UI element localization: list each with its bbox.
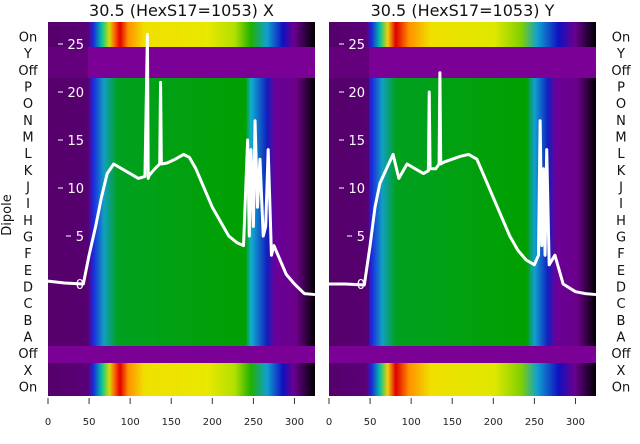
- row-label: B: [617, 314, 626, 329]
- heatmap-band-on-bottom: [329, 363, 596, 396]
- heatmap-band-y-off: [48, 47, 315, 78]
- row-label: B: [24, 314, 33, 329]
- overlay-y-tick-label: 20: [67, 86, 84, 101]
- x-tick-label: 200: [484, 417, 503, 428]
- row-label: E: [24, 264, 32, 279]
- row-label: N: [616, 114, 626, 129]
- x-tick-label: 0: [326, 417, 332, 428]
- heatmap-band-off-x: [329, 346, 596, 363]
- row-label: J: [25, 181, 30, 196]
- row-label: K: [617, 164, 626, 179]
- overlay-line: [47, 32, 316, 297]
- overlay-y-tick-label: 5: [357, 230, 365, 245]
- heatmap-dark-left: [329, 47, 370, 346]
- heatmap-panel-right: 30.5 (HexS17=1053) YOnYOffPONMLKJIHGFEDC…: [326, 1, 632, 428]
- heatmap-band-on-top: [329, 22, 596, 47]
- chart-title: 30.5 (HexS17=1053) X: [89, 1, 274, 20]
- row-label: Off: [611, 64, 631, 79]
- row-label: C: [616, 297, 625, 312]
- x-tick-label: 150: [443, 417, 462, 428]
- heatmap-band-on-top: [48, 22, 315, 47]
- row-label: O: [616, 97, 626, 112]
- row-label: I: [619, 197, 623, 212]
- x-tick-label: 100: [121, 417, 140, 428]
- row-label: Y: [616, 47, 625, 62]
- row-label: P: [24, 81, 32, 96]
- x-tick-label: 0: [45, 417, 51, 428]
- x-tick-label: 300: [566, 417, 585, 428]
- overlay-y-tick-label: 15: [348, 134, 365, 149]
- x-tick-label: 200: [203, 417, 222, 428]
- overlay-y-tick-label: 5: [76, 230, 84, 245]
- overlay-y-tick-label: 20: [348, 86, 365, 101]
- overlay-line: [329, 71, 597, 297]
- heatmap-band-y-off: [329, 47, 596, 78]
- row-label: I: [26, 197, 30, 212]
- row-label: P: [617, 81, 625, 96]
- x-tick-label: 50: [364, 417, 377, 428]
- x-tick-label: 150: [162, 417, 181, 428]
- row-label: M: [615, 131, 626, 146]
- row-label: A: [617, 331, 626, 346]
- row-label: X: [24, 364, 33, 379]
- row-label: M: [22, 131, 33, 146]
- heatmap-band-on-bottom: [48, 363, 315, 396]
- overlay-y-tick-label: 15: [67, 134, 84, 149]
- chart-title: 30.5 (HexS17=1053) Y: [371, 1, 555, 20]
- row-label: L: [617, 147, 625, 162]
- overlay-y-tick-label: 0: [76, 278, 84, 293]
- row-label: Off: [611, 347, 631, 362]
- row-label: K: [24, 164, 33, 179]
- row-label: Off: [18, 64, 38, 79]
- row-label: H: [23, 214, 33, 229]
- x-tick-label: 300: [285, 417, 304, 428]
- x-tick-label: 250: [525, 417, 544, 428]
- row-label: L: [24, 147, 32, 162]
- x-tick-label: 100: [402, 417, 421, 428]
- overlay-y-tick-label: 10: [67, 182, 84, 197]
- row-label: E: [617, 264, 625, 279]
- heatmap-dark-left: [48, 47, 89, 346]
- row-label: F: [617, 247, 624, 262]
- row-label: X: [617, 364, 626, 379]
- row-label: G: [616, 231, 626, 246]
- x-tick-label: 250: [244, 417, 263, 428]
- row-label: D: [23, 281, 33, 296]
- overlay-y-tick-label: 25: [348, 38, 365, 53]
- row-label: O: [23, 97, 33, 112]
- row-label: C: [23, 297, 32, 312]
- row-label: Y: [23, 47, 32, 62]
- row-label: J: [618, 181, 623, 196]
- row-label: F: [24, 247, 31, 262]
- row-label: G: [23, 231, 33, 246]
- row-label: Off: [18, 347, 38, 362]
- row-label: H: [616, 214, 626, 229]
- overlay-y-tick-label: 25: [67, 38, 84, 53]
- row-label: On: [19, 31, 37, 46]
- row-label: On: [612, 31, 630, 46]
- row-label: D: [616, 281, 626, 296]
- y-axis-label: Dipole: [0, 194, 15, 235]
- row-label: N: [23, 114, 33, 129]
- row-label: A: [24, 331, 33, 346]
- x-tick-label: 50: [83, 417, 96, 428]
- row-label: On: [612, 381, 630, 396]
- overlay-y-tick-label: 10: [348, 182, 365, 197]
- heatmap-panel-left: 30.5 (HexS17=1053) XOnYOffPONMLKJIHGFEDC…: [18, 1, 316, 428]
- heatmap-band-off-x: [48, 346, 315, 363]
- row-label: On: [19, 381, 37, 396]
